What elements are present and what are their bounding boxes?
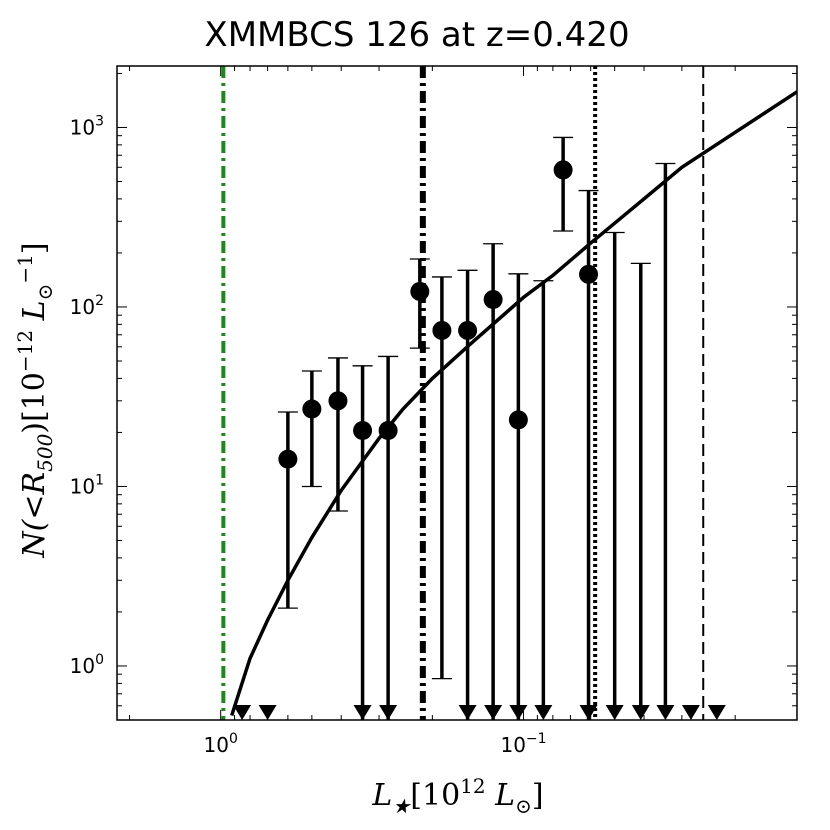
upper-limit-8 xyxy=(707,705,726,720)
y-tick-label: 103 xyxy=(70,113,104,139)
y-tick-base: 10 xyxy=(70,654,95,678)
downward-arrow xyxy=(484,705,503,720)
upper-limit-4 xyxy=(604,231,625,720)
y-tick-exp: 2 xyxy=(95,293,104,309)
y-tick-base: 10 xyxy=(70,474,95,498)
data-point-7 xyxy=(432,320,452,340)
upper-limit-7 xyxy=(681,705,700,720)
y-tick-label: 102 xyxy=(70,293,104,319)
upper-limit-arrow xyxy=(707,705,726,720)
error-bar-2 xyxy=(301,370,322,488)
downward-arrow xyxy=(458,705,477,720)
data-point-6 xyxy=(410,281,430,301)
upper-limit-arrow xyxy=(233,705,252,720)
upper-limit-2 xyxy=(258,705,277,720)
axis-ticks xyxy=(117,66,797,721)
y-axis-label: N(<R500)[10−12 L⊙−1] xyxy=(13,242,57,558)
data-point-2 xyxy=(302,399,322,419)
x-tick-base: 10 xyxy=(500,733,525,757)
y-tick-base: 10 xyxy=(70,295,95,319)
upper-limit-3 xyxy=(533,280,554,720)
data-point-8 xyxy=(458,320,478,340)
upper-limit-arrow xyxy=(656,705,675,720)
x-tick-label: 100 xyxy=(204,731,238,757)
data-point-9 xyxy=(483,290,503,310)
y-tick-label: 100 xyxy=(70,652,104,678)
error-bar-10 xyxy=(508,273,529,720)
data-point-10 xyxy=(508,410,528,430)
data-point-12 xyxy=(579,264,599,284)
model-curve xyxy=(230,90,797,717)
error-bar-5 xyxy=(378,355,399,720)
data-points xyxy=(278,160,599,469)
data-point-3 xyxy=(328,391,348,411)
plot-frame xyxy=(116,65,798,721)
downward-arrow xyxy=(509,705,528,720)
error-bar-1 xyxy=(277,411,298,609)
error-bars xyxy=(277,136,599,720)
error-bar-6 xyxy=(409,258,430,349)
x-tick-exp: −1 xyxy=(526,731,547,747)
x-tick-base: 10 xyxy=(204,733,229,757)
upper-limit-6 xyxy=(655,162,676,720)
y-tick-label: 101 xyxy=(70,472,104,498)
y-tick-exp: 0 xyxy=(95,652,104,668)
error-bar-8 xyxy=(457,269,478,720)
chart-title: XMMBCS 126 at z=0.420 xyxy=(204,15,629,55)
error-bar-4 xyxy=(352,365,373,720)
upper-limit-arrow xyxy=(258,705,277,720)
downward-arrow xyxy=(579,705,598,720)
upper-limit-arrow xyxy=(534,705,553,720)
downward-arrow xyxy=(353,705,372,720)
x-tick-label: 10−1 xyxy=(500,731,546,757)
upper-limit-5 xyxy=(630,262,651,720)
upper-limit-arrow xyxy=(605,705,624,720)
data-point-5 xyxy=(378,421,398,441)
x-tick-labels: 100 10−1 xyxy=(204,731,547,757)
data-point-11 xyxy=(553,160,573,180)
upper-limit-markers xyxy=(233,162,726,720)
model-curve-group xyxy=(230,90,797,717)
y-tick-exp: 3 xyxy=(95,113,104,129)
y-tick-base: 10 xyxy=(70,115,95,139)
downward-arrow xyxy=(379,705,398,720)
y-tick-exp: 1 xyxy=(95,472,104,488)
upper-limit-1 xyxy=(233,705,252,720)
upper-limit-arrow xyxy=(681,705,700,720)
data-point-1 xyxy=(278,449,298,469)
plot-area xyxy=(116,65,798,721)
vertical-lines xyxy=(221,66,705,720)
error-bar-11 xyxy=(553,136,574,232)
x-tick-exp: 0 xyxy=(229,731,238,747)
error-bar-7 xyxy=(431,276,452,680)
data-point-4 xyxy=(353,421,373,441)
x-axis-label: L★[1012 L⊙] xyxy=(371,774,543,818)
error-bar-3 xyxy=(327,357,348,512)
error-bar-9 xyxy=(483,243,504,720)
upper-limit-arrow xyxy=(631,705,650,720)
